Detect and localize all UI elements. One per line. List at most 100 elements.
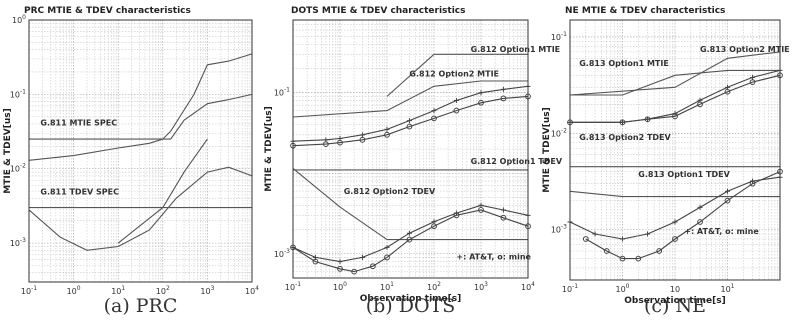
x-tick-label: 104	[245, 285, 259, 296]
series-3	[290, 83, 531, 144]
plot-area	[29, 20, 252, 282]
data-point	[478, 202, 484, 208]
series-line	[292, 209, 529, 273]
data-point	[337, 139, 343, 146]
annotation: G.812 Option2 MTIE	[409, 69, 499, 78]
x-axis-label: Observation time[s]	[360, 294, 462, 304]
data-point	[359, 132, 365, 138]
x-tick-label: 10-1	[21, 285, 37, 296]
chart-panel-3: G.813 Option2 MTIE G.813 Option1 MTIE G.81…	[542, 6, 790, 317]
series-line	[28, 166, 253, 251]
y-tick-label: 100	[12, 14, 26, 25]
data-point	[406, 230, 412, 236]
figure-caption: (b) DOTS	[366, 295, 456, 317]
data-point	[478, 99, 484, 106]
x-axis-label: Observation time[s]	[624, 296, 726, 306]
axes-frame	[569, 19, 781, 281]
data-point	[384, 244, 390, 250]
y-tick-label: 10-2	[10, 163, 26, 174]
x-tick-label: 100	[333, 281, 347, 292]
series-line	[28, 93, 253, 161]
annotation: G.811 TDEV SPEC	[40, 188, 119, 197]
data-point	[620, 236, 625, 242]
data-point	[697, 204, 703, 210]
series-line	[292, 95, 529, 147]
series-4	[28, 166, 253, 251]
data-point	[656, 248, 663, 254]
x-tick-label: 102	[156, 285, 170, 296]
series-1	[28, 93, 253, 161]
data-point	[359, 136, 366, 143]
annotation: +: AT&T, o: mine	[684, 227, 759, 236]
data-point	[672, 236, 678, 242]
data-point	[644, 116, 651, 123]
data-point	[500, 207, 506, 213]
series-line	[386, 53, 528, 97]
figure-caption: (a) PRC	[104, 295, 178, 317]
series-2	[292, 80, 528, 118]
y-tick-label: 10-3	[10, 237, 26, 248]
data-point	[672, 113, 678, 120]
series-4	[290, 93, 531, 149]
data-point	[725, 188, 730, 194]
figure-caption: (c) NE	[644, 295, 706, 317]
data-point	[384, 126, 390, 132]
data-point	[406, 118, 412, 124]
chart-panel-1: G.811 MTIE SPEC G.811 TDEV SPEC 10-1 100 101…	[3, 6, 259, 317]
data-point	[478, 207, 484, 213]
series-2	[569, 51, 781, 96]
x-tick-label: 100	[615, 283, 629, 294]
x-tick-label: 101	[111, 285, 125, 296]
y-axis-label: MTIE & TDEV[us]	[542, 107, 552, 192]
annotation: G.812 Option1 TDEV	[471, 157, 563, 166]
data-point	[384, 254, 390, 261]
data-point	[478, 90, 484, 96]
data-point	[312, 258, 319, 265]
data-point	[724, 88, 731, 95]
data-point	[619, 119, 626, 126]
x-tick-label: 101	[720, 283, 734, 294]
data-point	[672, 219, 678, 225]
annotation: G.813 Option1 TDEV	[638, 170, 730, 179]
data-point	[697, 219, 703, 225]
annotation: +: AT&T, o: mine	[456, 252, 531, 261]
x-tick-label: 102	[427, 281, 441, 292]
y-axis-label: MTIE & TDEV[us]	[264, 106, 274, 191]
data-point	[453, 107, 460, 114]
data-point	[369, 263, 376, 270]
chart-title: NE MTIE & TDEV characteristics	[565, 6, 725, 16]
data-point	[697, 101, 703, 108]
x-tick-label: 10-1	[562, 283, 578, 294]
data-point	[592, 231, 598, 237]
annotation: G.813 Option2 MTIE	[700, 45, 790, 54]
data-point	[635, 255, 642, 262]
data-point	[337, 265, 343, 272]
data-point	[406, 123, 413, 130]
data-point	[431, 115, 437, 122]
series-5	[117, 138, 208, 244]
x-tick-label: 100	[67, 285, 81, 296]
data-point	[431, 223, 437, 230]
x-tick-label: 10-1	[285, 281, 301, 292]
data-point	[431, 108, 437, 114]
y-tick-label: 10-2	[551, 127, 567, 138]
series-line	[29, 53, 253, 140]
series-8	[290, 207, 531, 275]
series-line	[570, 69, 780, 96]
y-tick-label: 10-1	[551, 31, 567, 42]
y-tick-label: 10-1	[10, 88, 26, 99]
series-line	[570, 74, 781, 123]
series-2	[29, 53, 253, 140]
data-point	[453, 212, 460, 219]
annotation: G.813 Option1 MTIE	[579, 59, 669, 68]
x-tick-label: 103	[474, 281, 488, 292]
annotation: G.811 MTIE SPEC	[40, 119, 117, 128]
y-tick-label: 10-3	[551, 224, 567, 235]
annotation: G.813 Option2 TDEV	[579, 133, 671, 142]
axes-frame	[28, 19, 253, 283]
annotation: G.812 Option2 TDEV	[344, 187, 436, 196]
data-point	[337, 259, 343, 265]
data-point	[749, 180, 756, 187]
data-point	[645, 231, 651, 237]
